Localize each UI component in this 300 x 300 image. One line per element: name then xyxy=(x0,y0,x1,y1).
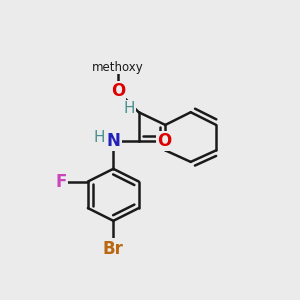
Text: H: H xyxy=(124,101,135,116)
Text: O: O xyxy=(111,82,125,100)
Text: H: H xyxy=(94,130,105,145)
Text: methoxy: methoxy xyxy=(92,61,144,74)
Text: N: N xyxy=(106,132,120,150)
Text: O: O xyxy=(157,132,171,150)
Text: F: F xyxy=(56,172,67,190)
Text: Br: Br xyxy=(103,239,124,257)
